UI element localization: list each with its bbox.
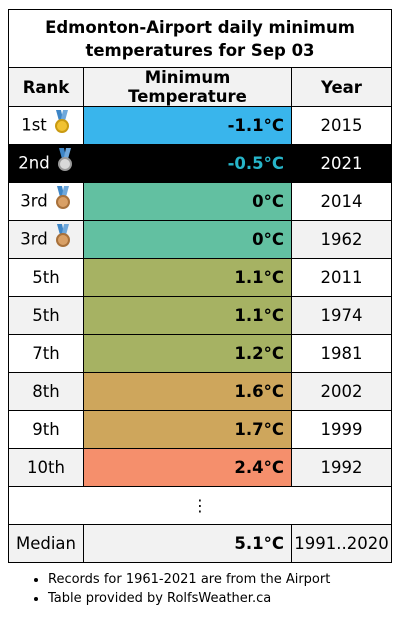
rank-cell: 2nd: [8, 144, 84, 183]
bronze-medal-icon: [54, 223, 72, 248]
rank-label: 9th: [32, 420, 60, 439]
year-cell: 1962: [291, 220, 392, 259]
rank-cell: 8th: [8, 372, 84, 411]
temperature-cell: -0.5°C: [83, 144, 292, 183]
rank-cell: 1st: [8, 106, 84, 145]
temperature-cell: 1.1°C: [83, 296, 292, 335]
temperature-cell: 1.7°C: [83, 410, 292, 449]
table-row: 3rd 0°C 1962: [8, 220, 392, 259]
rank-label: 5th: [32, 268, 60, 287]
rank-cell: 3rd: [8, 182, 84, 221]
temperature-cell: 0°C: [83, 182, 292, 221]
median-label: Median: [8, 524, 84, 563]
year-cell: 2011: [291, 258, 392, 297]
median-years: 1991..2020: [291, 524, 392, 563]
rank-label: 8th: [32, 382, 60, 401]
rank-label: 1st: [21, 115, 47, 134]
rank-label: 3rd: [20, 229, 48, 248]
table-row: 5th 1.1°C 1974: [8, 296, 392, 335]
year-cell: 2015: [291, 106, 392, 145]
year-cell: 1992: [291, 448, 392, 487]
year-cell: 2014: [291, 182, 392, 221]
table-row: 7th 1.2°C 1981: [8, 334, 392, 373]
table-row: 10th 2.4°C 1992: [8, 448, 392, 487]
table-row: 3rd 0°C 2014: [8, 182, 392, 221]
year-cell: 1999: [291, 410, 392, 449]
temperature-cell: 0°C: [83, 220, 292, 259]
rank-label: 2nd: [18, 153, 50, 172]
records-table: Edmonton-Airport daily minimum temperatu…: [8, 9, 392, 563]
median-temperature: 5.1°C: [83, 524, 292, 563]
ellipsis-row: ⋮: [8, 486, 392, 525]
footnotes: Records for 1961-2021 are from the Airpo…: [8, 570, 330, 608]
rank-label: 3rd: [20, 191, 48, 210]
year-cell: 1981: [291, 334, 392, 373]
column-header-year: Year: [291, 67, 392, 107]
table-row: 2nd -0.5°C 2021: [8, 144, 392, 183]
temperature-cell: 1.2°C: [83, 334, 292, 373]
rank-cell: 3rd: [8, 220, 84, 259]
rank-label: 10th: [27, 458, 65, 477]
year-cell: 2021: [291, 144, 392, 183]
table-title: Edmonton-Airport daily minimum temperatu…: [8, 9, 392, 68]
rank-cell: 9th: [8, 410, 84, 449]
year-cell: 1974: [291, 296, 392, 335]
median-row: Median 5.1°C 1991..2020: [8, 524, 392, 563]
table-row: 5th 1.1°C 2011: [8, 258, 392, 297]
temperature-cell: -1.1°C: [83, 106, 292, 145]
rank-label: 7th: [32, 344, 60, 363]
column-header-rank: Rank: [8, 67, 84, 107]
temperature-cell: 1.6°C: [83, 372, 292, 411]
rank-cell: 10th: [8, 448, 84, 487]
bronze-medal-icon: [54, 185, 72, 210]
table-row: 8th 1.6°C 2002: [8, 372, 392, 411]
gold-medal-icon: [53, 109, 71, 134]
footnote-credit: Table provided by RolfsWeather.ca: [48, 589, 330, 608]
rank-cell: 5th: [8, 258, 84, 297]
rank-cell: 7th: [8, 334, 84, 373]
temperature-cell: 1.1°C: [83, 258, 292, 297]
silver-medal-icon: [56, 147, 74, 172]
table-body: 1st -1.1°C 2015 2nd -0.5°C 2021 3rd 0°C 2014 3rd 0…: [8, 106, 392, 487]
table-row: 1st -1.1°C 2015: [8, 106, 392, 145]
rank-label: 5th: [32, 306, 60, 325]
column-header-temperature: Minimum Temperature: [83, 67, 292, 107]
footnote-source: Records for 1961-2021 are from the Airpo…: [48, 570, 330, 589]
year-cell: 2002: [291, 372, 392, 411]
rank-cell: 5th: [8, 296, 84, 335]
temperature-cell: 2.4°C: [83, 448, 292, 487]
table-row: 9th 1.7°C 1999: [8, 410, 392, 449]
